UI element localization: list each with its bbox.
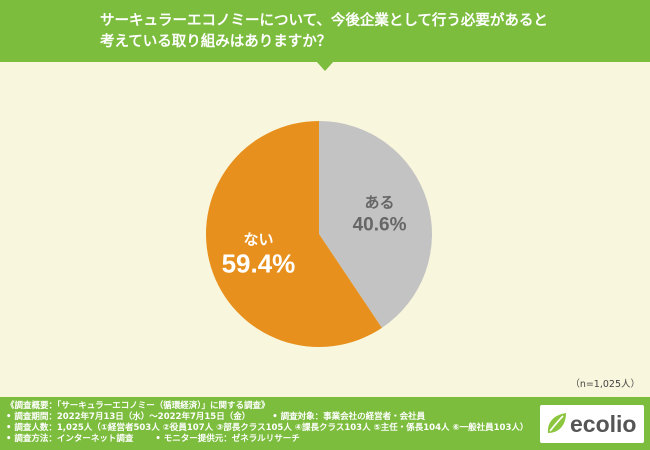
- survey-method: • 調査方法：インターネット調査: [6, 434, 134, 444]
- survey-title: 《調査概要：「サーキュラーエコノミー（循環経済）」に関する調査》: [6, 401, 270, 411]
- ecolio-leaf-icon: [547, 413, 566, 433]
- pie-category-label-0: ある: [365, 194, 395, 212]
- header-pointer: [316, 61, 334, 71]
- pie-label-0: ある 40.6%: [353, 194, 407, 236]
- header-banner: [0, 0, 650, 62]
- ecolio-logo-text: ecolio: [570, 411, 637, 437]
- survey-provider: • モニター提供元：ゼネラルリサーチ: [155, 434, 300, 444]
- chart-title: サーキュラーエコノミーについて、今後企業として行う必要があると 考えている取り組…: [100, 11, 570, 53]
- survey-people: • 調査人数：1,025人（①経営者503人 ②役員107人 ③部長クラス105…: [6, 423, 529, 433]
- chart-title-line-1: サーキュラーエコノミーについて、今後企業として行う必要があると: [100, 13, 548, 29]
- pie-value-label-1: 59.4%: [222, 248, 296, 278]
- pie-value-label-0: 40.6%: [353, 215, 407, 236]
- survey-period: • 調査期間：2022年7月13日（水）～2022年7月15日（金）: [6, 412, 251, 422]
- sample-size: （n=1,025人）: [570, 379, 640, 390]
- chart-title-line-2: 考えている取り組みはありますか？: [100, 34, 332, 50]
- pie-category-label-1: ない: [243, 230, 273, 248]
- survey-target: • 調査対象：事業会社の経営者・会社員: [272, 412, 426, 422]
- ecolio-logo: ecolio: [540, 405, 644, 443]
- pie-slice-1: [205, 121, 382, 347]
- survey-overview: 《調査概要：「サーキュラーエコノミー（循環経済）」に関する調査》 • 調査期間：…: [6, 401, 536, 445]
- pie-slice-0: [319, 121, 432, 328]
